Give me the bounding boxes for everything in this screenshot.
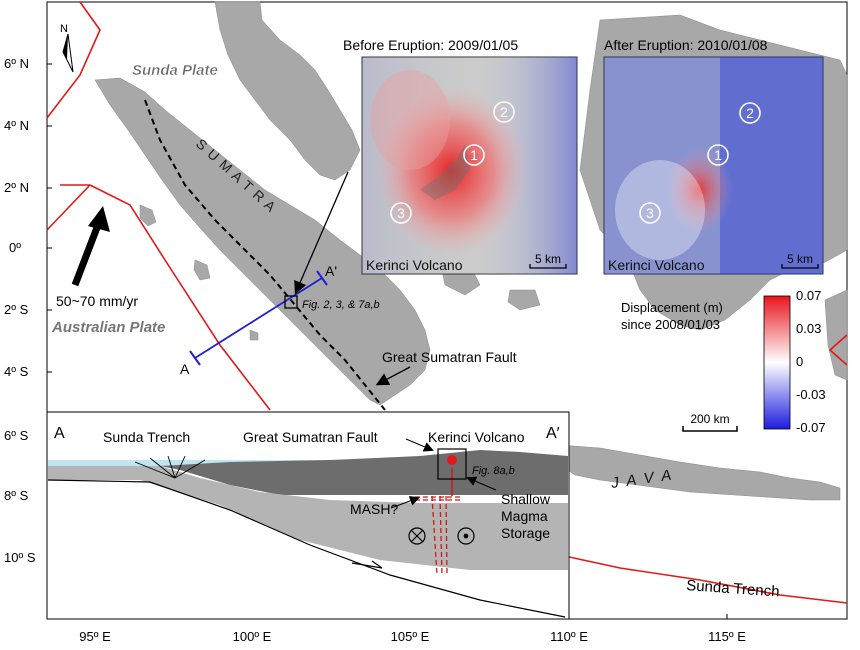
colorbar-title-1: Displacement (m) bbox=[621, 300, 723, 315]
malay-peninsula bbox=[214, 1, 361, 181]
insar-before-scale-label: 5 km bbox=[535, 252, 561, 266]
inset-pointer-arrow bbox=[294, 171, 349, 295]
fig8-box bbox=[437, 448, 467, 480]
andaman-boundary bbox=[46, 1, 101, 119]
sunda-trench-line bbox=[559, 554, 848, 604]
lon-label-100: 100º E bbox=[233, 629, 272, 644]
displacement-colorbar: Displacement (m) since 2008/01/03 0.07 0… bbox=[621, 288, 826, 435]
xsec-volcano-label: Kerinci Volcano bbox=[428, 429, 525, 445]
lat-label-6s: 6º S bbox=[4, 428, 29, 443]
australian-plate-label: Australian Plate bbox=[51, 319, 165, 336]
lat-label-8s: 8º S bbox=[4, 488, 29, 503]
xsec-label-a: A bbox=[54, 425, 65, 442]
lat-label-4s: 4º S bbox=[4, 364, 29, 379]
lon-label-110: 110º E bbox=[550, 629, 588, 644]
xsec-storage-line3: Storage bbox=[501, 525, 550, 541]
colorbar-tick-max: 0.07 bbox=[796, 288, 821, 303]
xsec-fig-ref: Fig. 8a,b bbox=[472, 465, 515, 477]
rate-label: 50~70 mm/yr bbox=[56, 293, 138, 309]
svg-text:2: 2 bbox=[500, 104, 508, 120]
xsec-storage-line2: Magma bbox=[501, 508, 548, 524]
lat-label-2n: 2º N bbox=[4, 180, 29, 195]
map-scale-bar: 200 km bbox=[682, 412, 738, 432]
lon-label-95: 95º E bbox=[79, 629, 111, 644]
kerinci-study-box bbox=[284, 295, 298, 309]
profile-label-a-prime: A' bbox=[325, 263, 337, 279]
boundary-junction bbox=[89, 184, 271, 411]
insar-before-volcano-label: Kerinci Volcano bbox=[366, 257, 463, 273]
latitude-labels: 6º N 4º N 2º N 0º 2º S 4º S 6º S 8º S 10… bbox=[4, 56, 36, 565]
lat-label-10s: 10º S bbox=[4, 550, 36, 565]
longitude-labels: 95º E 100º E 105º E 110º E 115º E bbox=[79, 629, 746, 644]
insar-after-volcano-label: Kerinci Volcano bbox=[608, 257, 705, 273]
fault-pointer-arrow bbox=[375, 366, 411, 386]
marker-2-before bbox=[493, 101, 515, 123]
sunda-plate-label: Sunda Plate bbox=[132, 62, 218, 79]
sumatra bbox=[94, 77, 431, 406]
xsec-mash-label: MASH? bbox=[350, 501, 398, 517]
cross-section-panel: A A′ Sunda Trench Great Sumatran Fault K… bbox=[46, 411, 570, 620]
plate-motion-arrow bbox=[71, 206, 110, 287]
svg-text:1: 1 bbox=[470, 147, 478, 163]
marker-3-before bbox=[390, 202, 412, 224]
fault-label: Great Sumatran Fault bbox=[382, 349, 517, 365]
magma-chamber-dot bbox=[447, 455, 457, 465]
lat-label-6n: 6º N bbox=[4, 56, 29, 71]
enggano-island bbox=[249, 329, 259, 341]
strike-slip-into-icon bbox=[408, 527, 426, 545]
svg-text:3: 3 bbox=[397, 205, 405, 221]
colorbar-title-2: since 2008/01/03 bbox=[621, 317, 720, 332]
svg-text:3: 3 bbox=[646, 205, 654, 221]
xsec-storage-line1: Shallow bbox=[501, 491, 551, 507]
plate-boundaries bbox=[46, 1, 848, 604]
java bbox=[559, 444, 841, 501]
svg-text:200 km: 200 km bbox=[690, 412, 729, 426]
great-sumatran-fault bbox=[144, 99, 386, 411]
fig-ref-main: Fig. 2, 3, & 7a,b bbox=[302, 299, 380, 311]
lat-label-2s: 2º S bbox=[4, 302, 29, 317]
insar-before-panel: Before Eruption: 2009/01/05 1 2 3 Kerinc… bbox=[343, 37, 578, 275]
belitung-island bbox=[507, 289, 541, 311]
svg-text:2: 2 bbox=[746, 105, 754, 121]
insar-after-title: After Eruption: 2010/01/08 bbox=[604, 37, 768, 53]
colorbar-tick-q3: -0.03 bbox=[796, 387, 826, 402]
colorbar-tick-q1: 0.03 bbox=[796, 321, 821, 336]
svg-text:1: 1 bbox=[714, 147, 722, 163]
north-label: N bbox=[60, 23, 68, 35]
sulawesi-edge bbox=[824, 289, 848, 381]
sunda-trench-map-label: Sunda Trench bbox=[686, 577, 780, 600]
nias-island bbox=[139, 204, 157, 227]
marker-1-before bbox=[463, 144, 485, 166]
profile-label-a: A bbox=[180, 361, 190, 377]
boundary-west bbox=[46, 184, 91, 231]
xsec-fault-label: Great Sumatran Fault bbox=[243, 429, 378, 445]
lon-label-105: 105º E bbox=[391, 629, 430, 644]
lat-label-4n: 4º N bbox=[4, 118, 29, 133]
insar-before-title: Before Eruption: 2009/01/05 bbox=[343, 37, 518, 53]
insar-after-scale-label: 5 km bbox=[787, 252, 813, 266]
marker-1-after bbox=[707, 144, 729, 166]
colorbar-tick-mid: 0 bbox=[796, 354, 803, 369]
strike-slip-out-icon bbox=[457, 527, 475, 545]
siberut-island bbox=[193, 259, 211, 281]
lat-label-0: 0º bbox=[9, 240, 21, 255]
xsec-label-a-prime: A′ bbox=[546, 425, 560, 442]
east-boundary bbox=[828, 334, 848, 366]
xsec-trench-label: Sunda Trench bbox=[103, 429, 190, 445]
marker-3-after bbox=[639, 202, 661, 224]
insar-after-panel: After Eruption: 2010/01/08 1 2 3 Kerinci… bbox=[603, 37, 824, 275]
north-arrow-icon: N bbox=[60, 23, 74, 73]
marker-2-after bbox=[739, 102, 761, 124]
colorbar-tick-min: -0.07 bbox=[796, 420, 826, 435]
lon-label-115: 115º E bbox=[708, 629, 746, 644]
